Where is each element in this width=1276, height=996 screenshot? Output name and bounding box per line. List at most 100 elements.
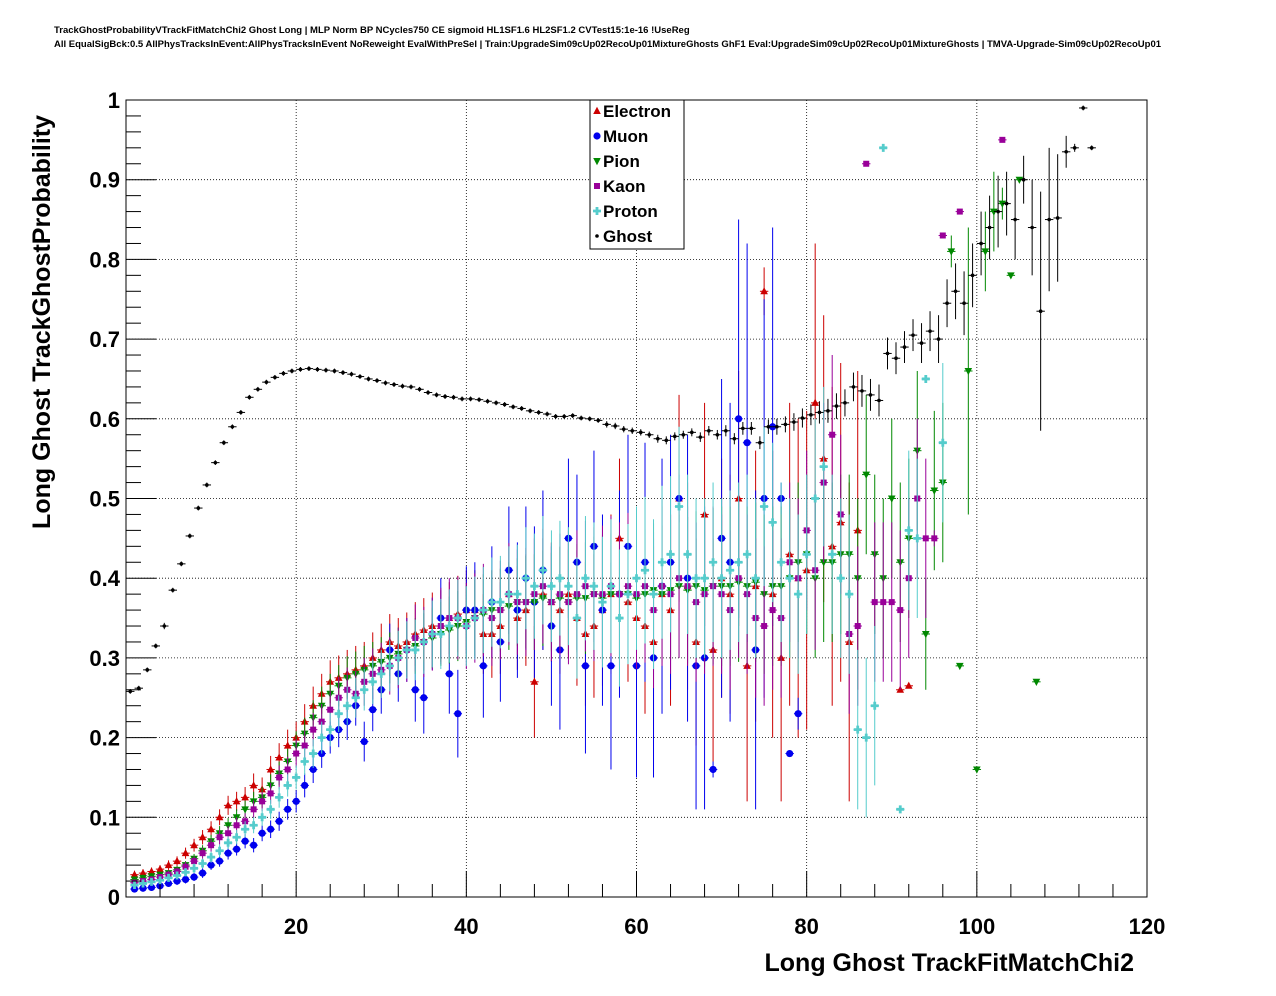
data-point — [897, 607, 904, 614]
data-point — [809, 413, 813, 417]
data-point — [198, 833, 207, 841]
data-point — [854, 623, 861, 630]
data-point — [570, 413, 575, 418]
data-point — [230, 424, 235, 429]
data-point — [216, 834, 223, 841]
data-point — [726, 566, 735, 575]
data-point — [318, 749, 326, 758]
data-point — [735, 415, 743, 423]
data-point — [613, 424, 618, 428]
data-point — [315, 367, 320, 372]
data-point — [198, 869, 207, 877]
data-point — [761, 623, 768, 630]
data-point — [581, 662, 590, 670]
data-point — [182, 863, 189, 870]
series-ghost — [126, 105, 1096, 694]
data-point — [962, 301, 966, 306]
data-point — [931, 535, 938, 542]
data-point — [647, 432, 652, 437]
data-point — [768, 518, 777, 527]
data-point — [307, 366, 311, 371]
x-tick-label: 120 — [1129, 914, 1166, 939]
data-point — [999, 136, 1006, 143]
data-point — [700, 574, 709, 583]
data-point — [1038, 309, 1043, 314]
data-point — [324, 368, 328, 372]
data-point — [564, 582, 573, 591]
data-point — [709, 765, 717, 774]
data-point — [709, 558, 718, 567]
data-point — [207, 825, 215, 833]
data-point — [860, 389, 864, 393]
data-point — [259, 798, 266, 805]
data-point — [834, 404, 839, 408]
data-point — [896, 805, 905, 814]
data-point — [341, 370, 345, 375]
data-point — [179, 562, 184, 566]
data-point — [1007, 272, 1015, 280]
data-point — [273, 375, 277, 380]
data-point — [190, 873, 198, 881]
data-point — [266, 805, 275, 814]
data-point — [411, 686, 419, 694]
data-point — [233, 822, 240, 829]
data-point — [800, 416, 805, 420]
data-point — [877, 398, 881, 403]
data-point — [145, 668, 150, 672]
legend-box — [589, 99, 685, 250]
data-point — [162, 624, 167, 628]
data-point — [785, 574, 794, 583]
data-point — [349, 372, 354, 376]
data-point — [698, 435, 703, 439]
data-point — [828, 550, 837, 559]
data-point — [479, 662, 487, 670]
axis-ticks — [125, 99, 1148, 898]
y-axis-title: Long Ghost TrackGhostProbability — [28, 115, 56, 529]
data-point — [743, 550, 752, 559]
data-point — [267, 825, 275, 833]
data-point — [715, 432, 720, 437]
data-point — [1015, 176, 1024, 184]
legend-label-ghost: Ghost — [603, 227, 652, 246]
data-point — [783, 422, 788, 427]
data-point — [241, 793, 249, 801]
data-point — [845, 590, 854, 599]
data-point — [538, 566, 547, 575]
data-point — [769, 423, 777, 431]
data-point — [843, 401, 847, 405]
data-point — [309, 749, 318, 758]
data-point — [658, 558, 667, 567]
legend-label-proton: Proton — [603, 202, 658, 221]
data-point — [247, 395, 252, 400]
data-point — [360, 737, 368, 746]
data-point — [451, 395, 456, 400]
data-point — [732, 436, 737, 441]
data-point — [664, 438, 669, 443]
data-point — [707, 428, 711, 433]
data-point — [964, 367, 973, 376]
data-point — [147, 877, 156, 886]
data-point — [743, 439, 751, 447]
data-point — [147, 883, 156, 892]
legend-label-electron: Electron — [603, 102, 671, 121]
legend-label-pion: Pion — [603, 152, 640, 171]
y-tick-label: 0.5 — [89, 487, 120, 512]
data-point — [956, 662, 964, 671]
data-point — [130, 881, 139, 890]
data-point — [494, 401, 498, 405]
data-point — [553, 414, 558, 419]
data-point — [283, 741, 292, 749]
data-point — [902, 345, 907, 349]
data-point — [239, 410, 243, 415]
x-tick-label: 100 — [958, 914, 995, 939]
data-point — [164, 879, 173, 888]
data-point — [485, 399, 490, 404]
data-point — [375, 378, 379, 383]
data-point — [276, 774, 283, 781]
data-point — [749, 426, 754, 431]
data-point — [394, 653, 403, 662]
data-point — [536, 410, 541, 415]
data-point — [293, 750, 300, 757]
data-point — [284, 766, 291, 773]
